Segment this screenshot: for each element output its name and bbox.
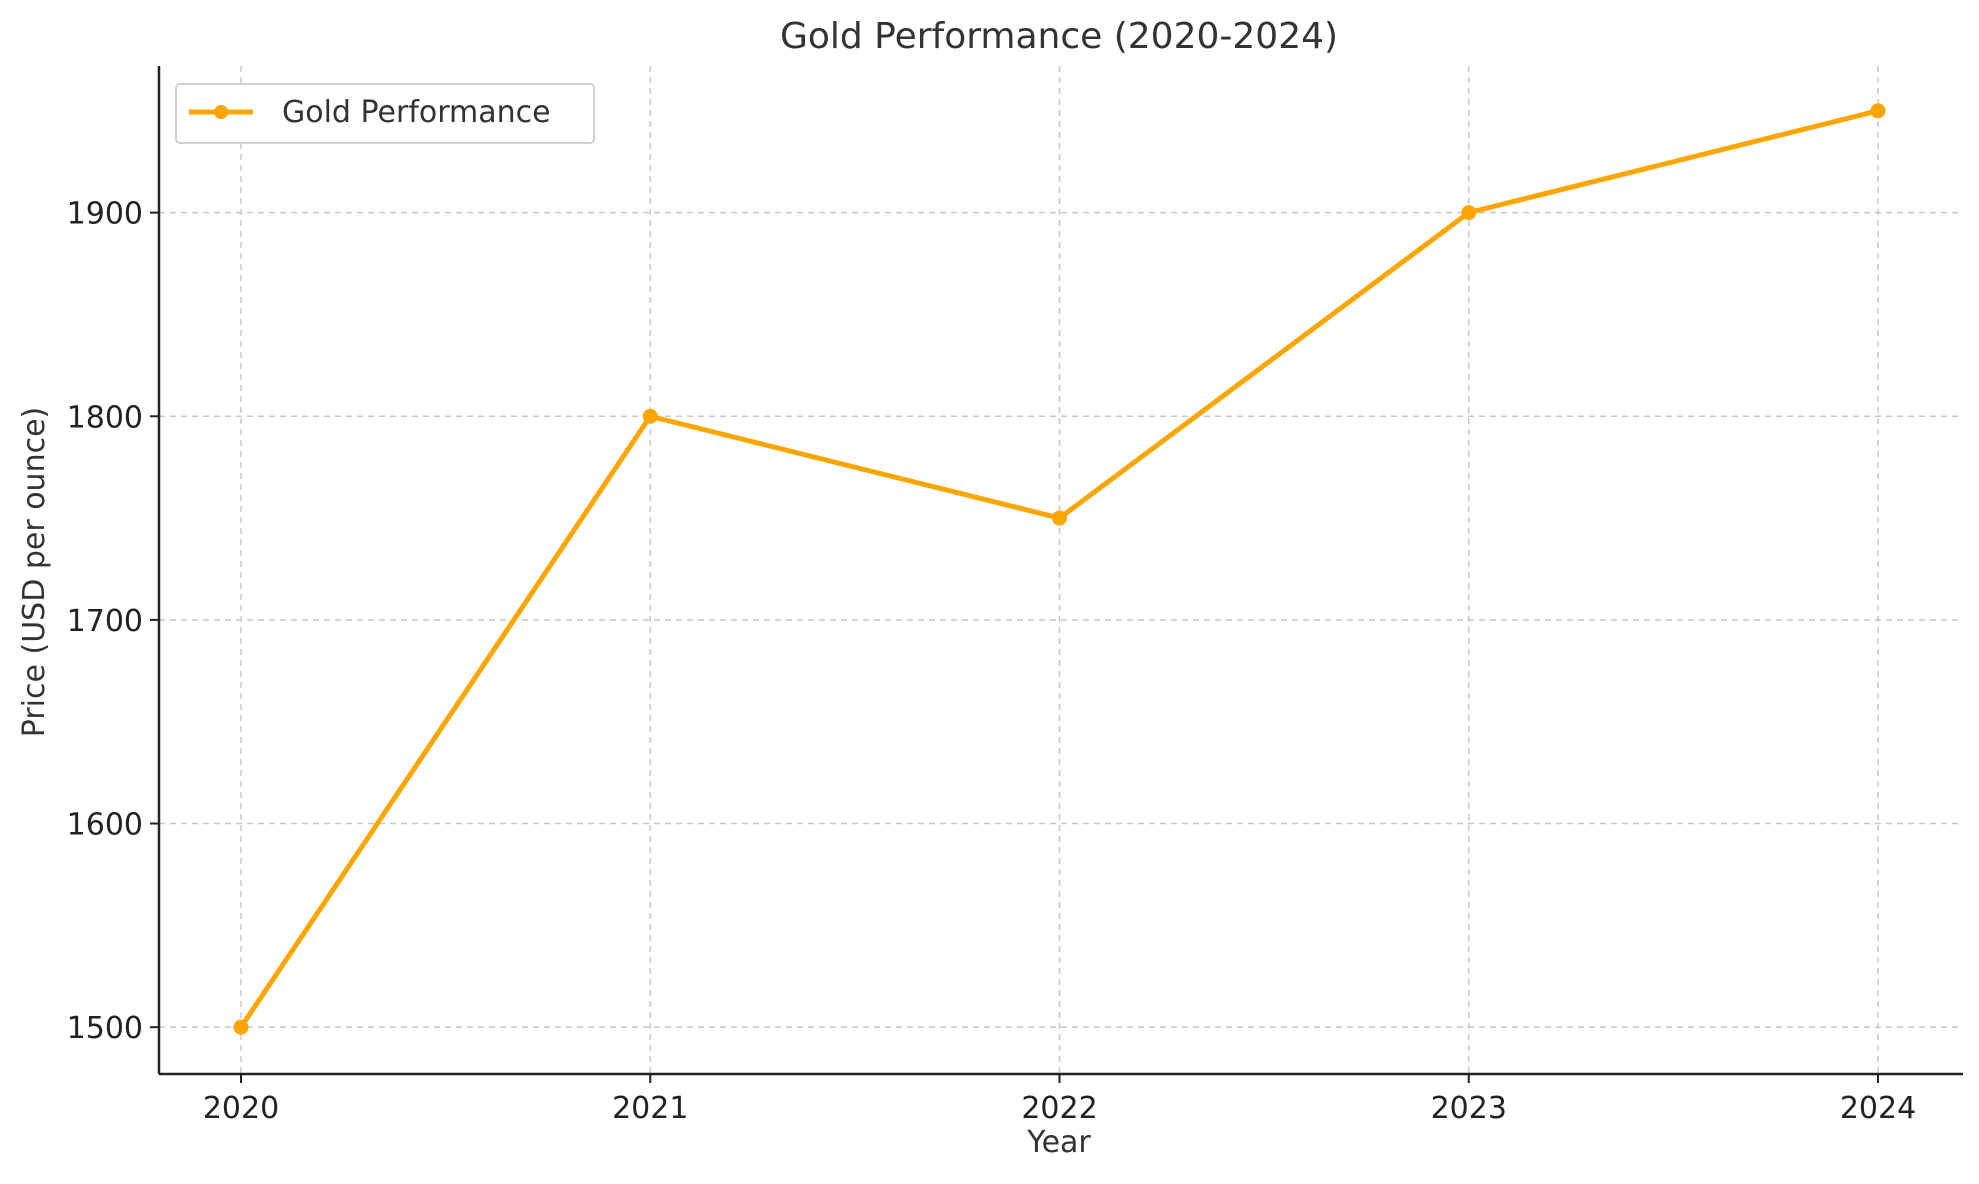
x-tick-label: 2024 bbox=[1840, 1091, 1916, 1126]
legend-marker-icon bbox=[214, 105, 228, 119]
y-tick-label: 1700 bbox=[67, 604, 143, 639]
y-tick-label: 1800 bbox=[67, 400, 143, 435]
data-point bbox=[1052, 510, 1067, 526]
y-tick-label: 1600 bbox=[67, 808, 143, 843]
x-tick-label: 2023 bbox=[1431, 1091, 1507, 1126]
legend-label: Gold Performance bbox=[282, 95, 551, 130]
data-point bbox=[1461, 205, 1477, 221]
series-line bbox=[238, 108, 1881, 1030]
data-point bbox=[233, 1019, 249, 1035]
y-tick-label: 1500 bbox=[67, 1011, 143, 1046]
tick-labels: 2020 2021 2022 2023 2024 1500 1600 1700 1800 1900 bbox=[67, 197, 1917, 1126]
axes bbox=[150, 66, 1963, 1083]
data-point bbox=[1870, 103, 1886, 119]
y-axis-label: Price (USD per ounce) bbox=[17, 407, 52, 737]
legend: Gold Performance bbox=[175, 83, 595, 144]
grid-lines bbox=[159, 66, 1963, 1074]
chart-title: Gold Performance (2020-2024) bbox=[780, 16, 1338, 57]
y-tick-label: 1900 bbox=[67, 197, 143, 232]
x-axis-label: Year bbox=[1026, 1125, 1091, 1160]
x-tick-label: 2021 bbox=[612, 1091, 688, 1126]
data-point bbox=[642, 408, 658, 424]
legend-box bbox=[175, 83, 595, 144]
x-tick-label: 2022 bbox=[1021, 1091, 1097, 1126]
x-tick-label: 2020 bbox=[203, 1091, 279, 1126]
series-layer bbox=[233, 103, 1886, 1035]
